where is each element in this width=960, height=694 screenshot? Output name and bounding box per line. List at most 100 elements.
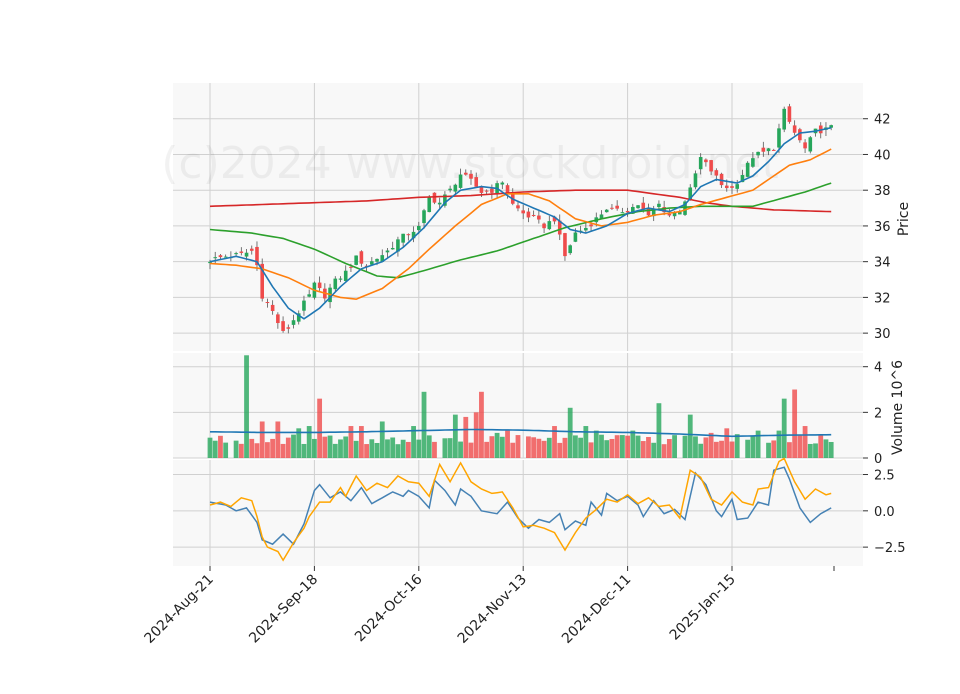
- candle-down: [531, 214, 536, 217]
- volume-bar-down: [479, 391, 484, 458]
- candle-down: [463, 172, 468, 175]
- candle-up: [208, 261, 212, 264]
- volume-bar-down: [473, 412, 479, 458]
- volume-bar-down: [661, 444, 667, 458]
- volume-bar-up: [593, 430, 599, 458]
- volume-bar-up: [599, 434, 604, 458]
- volume-axis-label: Volume 10^6: [890, 360, 906, 455]
- price-panel-background: [173, 83, 863, 351]
- candle-up: [213, 257, 218, 259]
- oscillator-y-tick-label: 0.0: [874, 505, 895, 520]
- volume-bar-down: [646, 436, 651, 458]
- candle-down: [730, 186, 734, 188]
- volume-bar-up: [828, 441, 834, 458]
- volume-bar-up: [698, 443, 704, 458]
- volume-bar-up: [332, 443, 338, 458]
- volume-bar-up: [416, 439, 422, 458]
- candle-down: [260, 263, 264, 299]
- oscillator-orange-line: [209, 457, 832, 562]
- volume-bar-up: [567, 407, 573, 458]
- volume-bar-down: [322, 436, 328, 458]
- volume-bar-down: [405, 441, 411, 458]
- candle-up: [636, 205, 640, 209]
- candle-up: [411, 231, 416, 239]
- candle-down: [432, 192, 437, 203]
- candle-down: [563, 233, 567, 257]
- candle-down: [542, 223, 546, 229]
- volume-bar-up: [776, 430, 782, 458]
- candle-up: [453, 184, 458, 192]
- volume-bar-down: [771, 440, 777, 458]
- volume-bar-up: [374, 442, 380, 458]
- price-y-tick-label: 40: [874, 148, 891, 163]
- candle-down: [704, 159, 708, 163]
- candle-up: [584, 227, 588, 231]
- volume-bar-down: [515, 435, 521, 458]
- candle-down: [406, 234, 411, 236]
- candle-down: [667, 213, 672, 216]
- osc-panel-background: [173, 460, 863, 566]
- candle-up: [427, 196, 432, 213]
- candle-down: [625, 210, 630, 213]
- volume-bar-up: [672, 435, 677, 458]
- candle-down: [276, 314, 280, 324]
- candle-up: [808, 137, 813, 152]
- candle-up: [437, 202, 442, 205]
- candle-down: [469, 173, 473, 179]
- candle-up: [422, 210, 426, 224]
- volume-bar-down: [729, 441, 735, 458]
- volume-bar-up: [400, 439, 406, 458]
- candle-up: [417, 225, 421, 231]
- candle-down: [771, 149, 776, 151]
- volume-bar-down: [218, 435, 223, 458]
- candle-up: [375, 258, 379, 262]
- volume-bar-up: [447, 438, 453, 458]
- volume-bar-down: [484, 441, 490, 458]
- candle-up: [620, 212, 625, 214]
- candle-down: [662, 207, 666, 213]
- candle-down: [787, 106, 792, 122]
- candle-up: [568, 245, 572, 254]
- volume-bar-up: [807, 443, 813, 458]
- candle-up: [751, 158, 755, 167]
- x-tick-label: 2024-Oct-16: [352, 571, 426, 645]
- volume-bar-up: [656, 403, 662, 458]
- volume-bar-down: [802, 426, 808, 458]
- volume-bar-up: [766, 442, 771, 458]
- volume-bar-down: [348, 426, 354, 458]
- candle-down: [709, 160, 713, 172]
- candle-down: [255, 246, 259, 266]
- volume-bar-down: [703, 437, 709, 458]
- candle-down: [218, 255, 223, 258]
- x-tick-label: 2025-Jan-15: [667, 572, 739, 644]
- candle-down: [265, 302, 270, 304]
- candle-up: [735, 184, 740, 189]
- candle-up: [234, 253, 238, 255]
- volume-bar-down: [259, 421, 265, 458]
- candle-down: [349, 266, 353, 268]
- fast-moving-average-line: [209, 126, 832, 320]
- candle-up: [547, 221, 552, 230]
- candle-up: [448, 188, 452, 191]
- volume-bar-up: [353, 440, 359, 458]
- candle-up: [338, 278, 343, 280]
- x-tick-label: 2024-Sep-18: [246, 572, 321, 647]
- candle-up: [631, 206, 635, 214]
- candle-up: [698, 157, 703, 170]
- candle-up: [443, 194, 447, 206]
- candle-down: [359, 251, 364, 264]
- candle-down: [798, 129, 802, 141]
- volume-bar-up: [573, 435, 578, 458]
- volume-bar-up: [390, 437, 396, 458]
- volume-bar-up: [343, 436, 349, 458]
- candle-down: [526, 211, 531, 218]
- candle-down: [270, 304, 275, 311]
- volume-bar-down: [797, 435, 803, 458]
- volume-bar-up: [494, 432, 500, 458]
- candle-down: [239, 251, 244, 253]
- volume-bar-down: [531, 437, 537, 458]
- volume-bar-up: [604, 440, 610, 458]
- volume-bar-down: [818, 435, 824, 458]
- volume-bar-down: [468, 442, 474, 458]
- volume-bar-down: [364, 444, 369, 458]
